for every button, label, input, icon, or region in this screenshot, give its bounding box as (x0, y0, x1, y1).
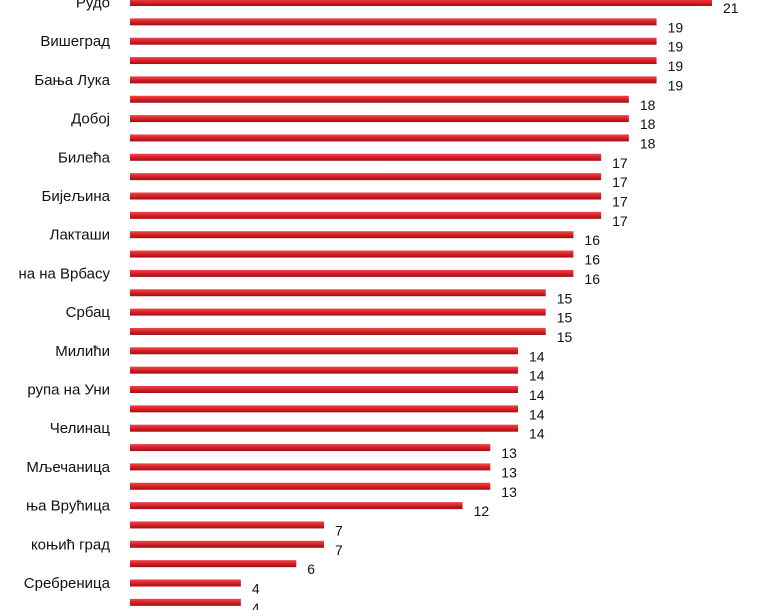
bar (130, 269, 574, 277)
category-label: Милићи (55, 343, 110, 360)
category-label: на на Врбасу (18, 265, 110, 282)
category-label: Рудо (76, 0, 110, 12)
category-label: Бијељина (42, 188, 111, 205)
category-label: Сребреница (24, 575, 111, 592)
bar (130, 289, 546, 297)
category-label: Добој (71, 111, 110, 128)
bar (130, 424, 518, 432)
value-label: 14 (529, 387, 545, 403)
bar (130, 76, 657, 84)
category-label: ња Врућица (26, 498, 111, 515)
value-label: 14 (529, 348, 545, 364)
bar (130, 250, 574, 258)
category-label: Мљечаница (26, 459, 110, 476)
value-label: 14 (529, 426, 545, 442)
value-label: 15 (557, 290, 573, 306)
value-label: 15 (557, 310, 573, 326)
value-label: 15 (557, 329, 573, 345)
bar (130, 18, 657, 26)
bar (130, 153, 602, 161)
value-label: 16 (584, 252, 600, 268)
value-label: 19 (668, 19, 684, 35)
bar (130, 405, 518, 413)
bar (130, 308, 546, 316)
value-label: 4 (252, 600, 260, 610)
bar (130, 115, 629, 123)
value-label: 19 (668, 77, 684, 93)
bar (130, 57, 657, 65)
bar (130, 95, 629, 103)
bar (130, 366, 518, 374)
value-label: 4 (252, 581, 260, 597)
category-label: Вишеград (40, 33, 110, 50)
value-label: 6 (307, 561, 315, 577)
value-labels-group: 21 19 19 19 19 18 18 18 17 17 17 17 16 16 16 15 15 15 14 14… (252, 0, 739, 610)
category-labels-group: Рудо Вишеград Бања Лука Добој Билећа Бијељина… (18, 0, 110, 592)
value-label: 12 (474, 503, 490, 519)
value-label: 21 (723, 0, 739, 16)
bar (130, 37, 657, 45)
category-label: Челинац (50, 420, 111, 437)
category-label: Билећа (58, 149, 111, 166)
bar (130, 134, 629, 142)
value-label: 13 (501, 464, 517, 480)
category-label: Лакташи (50, 227, 110, 244)
category-label: Бања Лука (34, 72, 110, 89)
value-label: 18 (640, 116, 656, 132)
bar (130, 502, 463, 510)
bar (130, 540, 324, 548)
value-label: 17 (612, 213, 628, 229)
value-label: 14 (529, 406, 545, 422)
value-label: 13 (501, 484, 517, 500)
bar (130, 347, 518, 355)
value-label: 14 (529, 368, 545, 384)
value-label: 17 (612, 155, 628, 171)
value-label: 17 (612, 174, 628, 190)
bar (130, 482, 491, 490)
bar (130, 386, 518, 393)
bar (130, 192, 602, 200)
bar (130, 521, 324, 529)
bar (130, 231, 574, 239)
value-label: 16 (584, 232, 600, 248)
value-label: 19 (668, 39, 684, 55)
value-label: 17 (612, 194, 628, 210)
category-label: рупа на Уни (27, 382, 110, 399)
bar (130, 444, 491, 452)
value-label: 18 (640, 97, 656, 113)
bar (130, 560, 297, 568)
bar (130, 463, 491, 471)
category-label: Србац (66, 304, 111, 321)
bar (130, 327, 546, 335)
bar (130, 598, 241, 606)
value-label: 13 (501, 445, 517, 461)
category-label: коњић град (31, 536, 110, 553)
bar (130, 0, 712, 6)
bar (130, 579, 241, 587)
value-label: 18 (640, 135, 656, 151)
bar (130, 211, 602, 219)
bar (130, 173, 602, 181)
bars-group (130, 0, 712, 606)
value-label: 16 (584, 271, 600, 287)
value-label: 19 (668, 58, 684, 74)
value-label: 7 (335, 522, 343, 538)
value-label: 7 (335, 542, 343, 558)
